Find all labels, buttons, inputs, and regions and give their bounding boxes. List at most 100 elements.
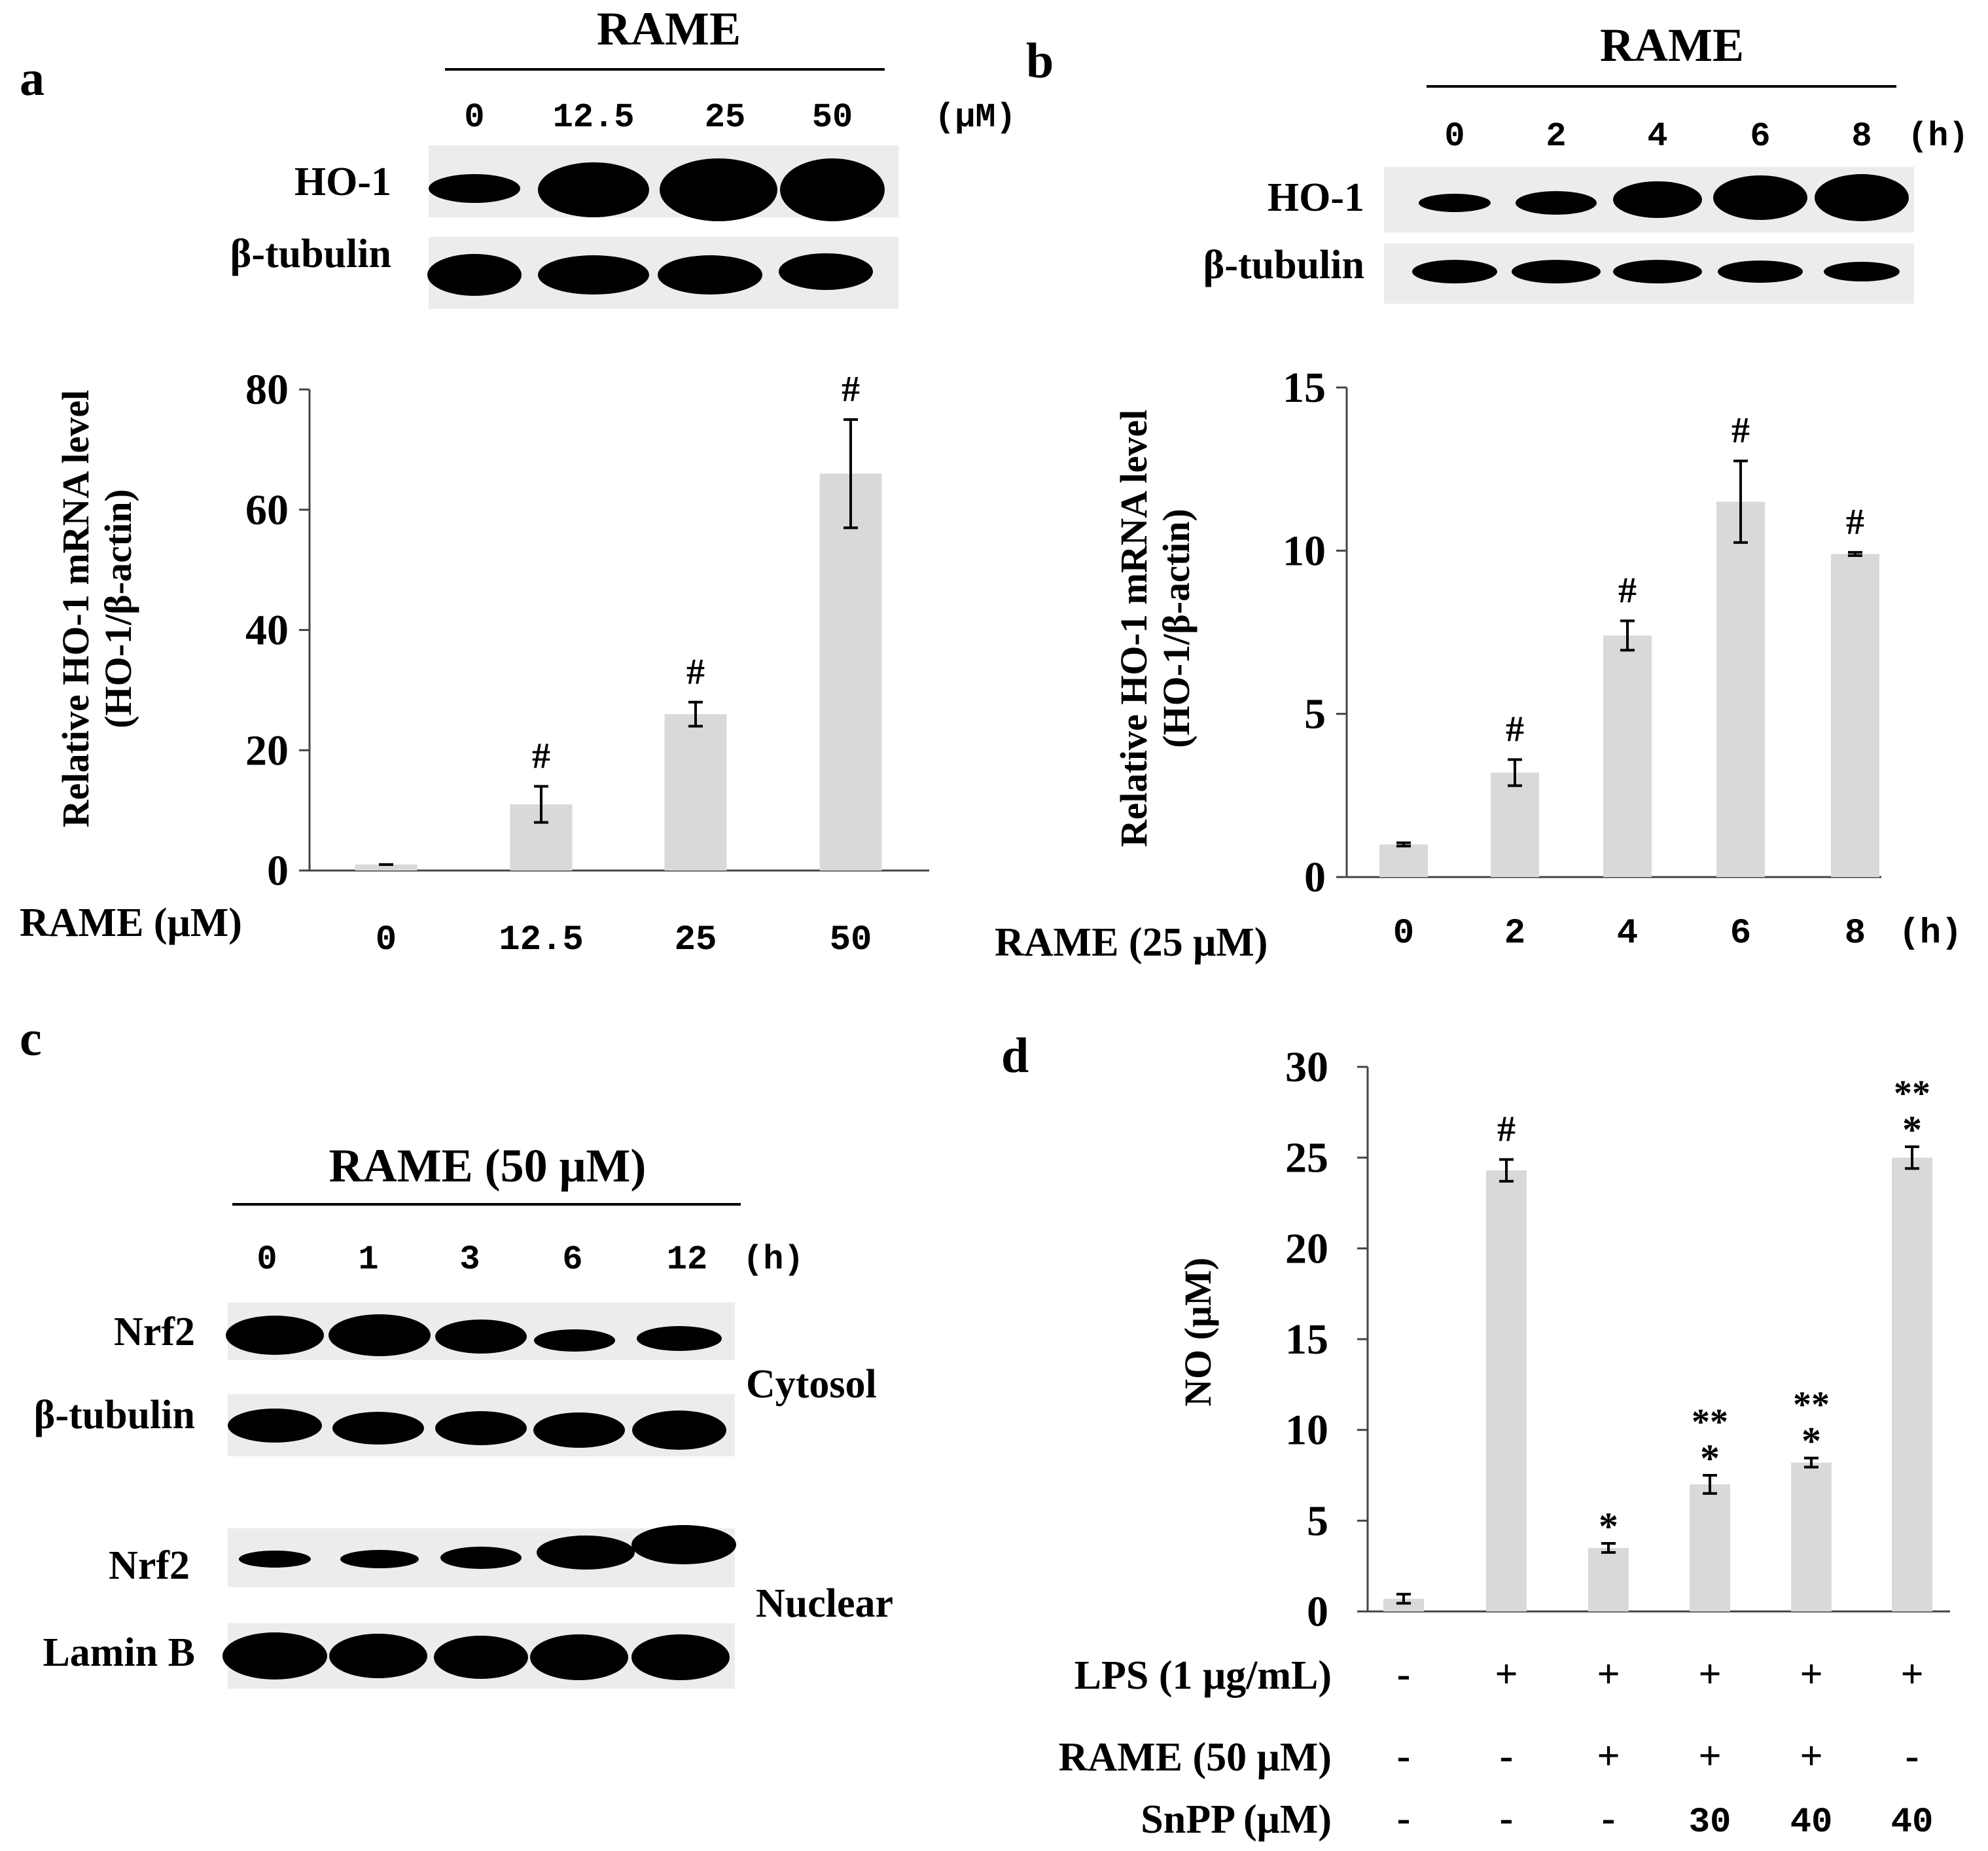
condition-value: 40 xyxy=(1891,1803,1934,1842)
chart-d-ylabel-group: NO (μM) xyxy=(1177,1257,1219,1407)
panel-b-lane-unit: (h) xyxy=(1908,117,1969,156)
panel-b-row-label: HO-1 xyxy=(1268,175,1364,220)
blot-band xyxy=(533,1412,625,1448)
condition-value: + xyxy=(1495,1652,1518,1697)
panel-a-row-label: HO-1 xyxy=(294,160,391,204)
y-tick-label: 10 xyxy=(1285,1407,1328,1454)
panel-c-lane-label: 3 xyxy=(459,1240,480,1279)
x-tick-label: 25 xyxy=(675,920,717,960)
blot-band xyxy=(538,162,649,217)
blot-band xyxy=(538,255,649,295)
panel-a-lane-label: 25 xyxy=(705,98,745,137)
bar xyxy=(1486,1170,1527,1611)
blot-band xyxy=(435,1411,527,1445)
blot-band xyxy=(1512,260,1601,283)
panel-c-lane-unit: (h) xyxy=(743,1240,804,1279)
panel-a: a RAME 0 12.5 25 50 (μM) HO-1 β-tubulin … xyxy=(20,3,1016,960)
x-tick-label: 0 xyxy=(376,920,397,960)
significance-mark: # xyxy=(1497,1109,1516,1149)
condition-value: 40 xyxy=(1790,1803,1833,1842)
blot-band xyxy=(427,254,522,296)
y-tick-label: 0 xyxy=(1304,854,1326,901)
panel-b-row-label: β-tubulin xyxy=(1203,243,1364,287)
blot-band xyxy=(329,1634,427,1678)
chart-a-ylabel: Relative HO-1 mRNA level xyxy=(54,390,97,827)
chart-b-ylabel: Relative HO-1 mRNA level xyxy=(1112,410,1155,847)
significance-mark: # xyxy=(842,369,860,410)
blot-band xyxy=(434,1636,528,1679)
panel-c: c RAME (50 μM) 0 1 3 6 12 (h) Nrf2 β-tub… xyxy=(20,1011,893,1689)
chart-b-ylabel-group: Relative HO-1 mRNA level (HO-1/β-actin) xyxy=(1112,410,1198,847)
significance-mark: # xyxy=(686,652,705,692)
blot-band xyxy=(779,253,873,290)
y-tick-label: 15 xyxy=(1285,1316,1328,1363)
panel-c-fraction-label: Nuclear xyxy=(756,1581,893,1626)
bar xyxy=(1383,1598,1424,1611)
condition-value: 30 xyxy=(1689,1803,1731,1842)
blot-band xyxy=(637,1326,722,1351)
panel-a-blot-header: RAME xyxy=(597,3,741,55)
condition-value: - xyxy=(1906,1734,1919,1778)
x-tick-label: 8 xyxy=(1845,914,1866,954)
significance-mark: # xyxy=(1731,410,1750,451)
condition-label: LPS (1 μg/mL) xyxy=(1074,1653,1332,1698)
panel-a-lane-label: 50 xyxy=(812,98,853,137)
significance-mark: # xyxy=(1846,502,1864,543)
blot-band xyxy=(632,1411,726,1450)
chart-b-ylabel-2: (HO-1/β-actin) xyxy=(1155,509,1198,748)
chart-b-xlabel: RAME (25 μM) xyxy=(995,920,1268,965)
bar xyxy=(1892,1157,1932,1611)
significance-mark: * xyxy=(1700,1437,1720,1480)
significance-mark: * xyxy=(1599,1505,1618,1548)
blot-band xyxy=(1718,261,1803,283)
bar xyxy=(1716,501,1765,877)
significance-mark: * xyxy=(1802,1420,1821,1463)
y-tick-label: 60 xyxy=(245,486,289,534)
significance-mark: # xyxy=(1618,571,1637,611)
panel-c-row-label: Lamin B xyxy=(43,1630,195,1675)
blot-band xyxy=(435,1320,527,1354)
blot-band xyxy=(328,1314,431,1356)
blot-band xyxy=(1824,262,1900,281)
blot-band xyxy=(1713,175,1807,220)
y-tick-label: 0 xyxy=(267,847,289,895)
bar xyxy=(1603,635,1652,877)
condition-value: + xyxy=(1698,1652,1721,1697)
condition-value: - xyxy=(1397,1734,1411,1778)
condition-value: - xyxy=(1500,1734,1514,1778)
blot-band xyxy=(780,158,885,221)
bar xyxy=(1379,844,1428,877)
panel-d-letter: d xyxy=(1001,1028,1029,1083)
blot-band xyxy=(1815,174,1909,221)
x-tick-label: 12.5 xyxy=(499,920,584,960)
blot-band xyxy=(631,1525,736,1564)
condition-value: + xyxy=(1698,1734,1721,1778)
y-tick-label: 20 xyxy=(1285,1225,1328,1272)
blot-band xyxy=(530,1634,628,1680)
bar xyxy=(1690,1484,1730,1611)
panel-b-lane-label: 8 xyxy=(1851,117,1872,156)
condition-value: - xyxy=(1397,1652,1411,1697)
condition-value: + xyxy=(1800,1734,1822,1778)
blot-band xyxy=(534,1329,615,1352)
significance-mark: # xyxy=(532,736,550,776)
blot-band xyxy=(429,174,520,203)
condition-value: + xyxy=(1597,1652,1620,1697)
condition-value: + xyxy=(1800,1652,1822,1697)
panel-b-lane-label: 4 xyxy=(1647,117,1667,156)
y-tick-label: 0 xyxy=(1307,1588,1328,1636)
x-unit-label: (h) xyxy=(1898,914,1962,954)
bar xyxy=(664,714,727,871)
blot-band xyxy=(1613,260,1702,283)
blot-band xyxy=(658,255,762,295)
blot-band xyxy=(631,1634,730,1680)
blot-band xyxy=(440,1547,522,1569)
panel-c-row-label: Nrf2 xyxy=(109,1543,190,1588)
y-tick-label: 20 xyxy=(245,727,289,774)
panel-c-blot-header: RAME (50 μM) xyxy=(329,1140,647,1192)
panel-b-lane-label: 6 xyxy=(1750,117,1770,156)
blot-band xyxy=(537,1536,635,1570)
